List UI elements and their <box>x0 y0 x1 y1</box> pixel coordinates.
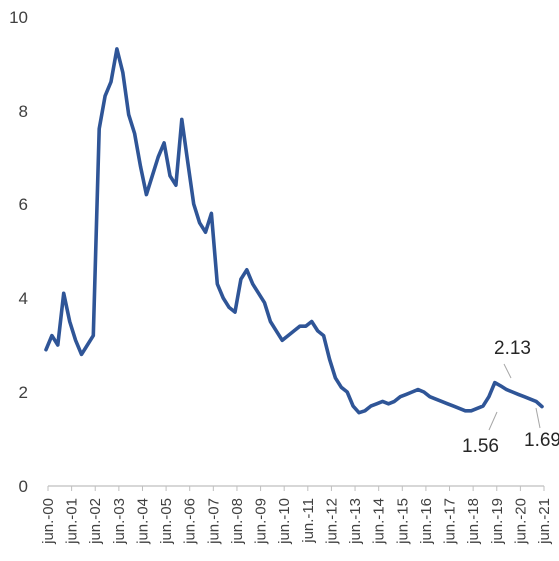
annotation-leader <box>535 407 541 429</box>
x-tick-label: jun.-18 <box>465 498 482 545</box>
x-tick-label: jun.-01 <box>64 498 81 545</box>
x-tick-label: jun.-16 <box>418 498 435 545</box>
x-tick-label: jun.-17 <box>442 498 459 545</box>
y-tick-label: 6 <box>19 195 28 214</box>
y-tick-label: 0 <box>19 477 28 496</box>
x-tick-label: jun.-00 <box>40 498 57 545</box>
x-tick-label: jun.-08 <box>229 498 246 545</box>
x-tick-label: jun.-09 <box>253 498 270 545</box>
x-tick-label: jun.-07 <box>205 498 222 545</box>
annotation-label-1-69: 1.69 <box>524 430 559 451</box>
y-axis-labels: 10 8 6 4 2 0 <box>9 8 28 496</box>
x-tick-label: jun.-20 <box>512 498 529 545</box>
annotation-leader <box>488 411 498 431</box>
annotation-leader <box>503 363 512 379</box>
x-tick-label: jun.-05 <box>158 498 175 545</box>
y-tick-label: 4 <box>19 289 28 308</box>
x-axis-labels: jun.-00 jun.-01 jun.-02 jun.-03 jun.-04 jun.-… <box>40 498 553 545</box>
y-tick-label: 8 <box>19 102 28 121</box>
x-tick-label: jun.-02 <box>87 498 104 545</box>
x-tick-label: jun.-15 <box>394 498 411 545</box>
x-tick-label: jun.-21 <box>536 498 553 545</box>
x-tick-label: jun.-13 <box>347 498 364 545</box>
x-tick-label: jun.-14 <box>371 498 388 545</box>
x-tick-label: jun.-12 <box>323 498 340 545</box>
x-tick-label: jun.-04 <box>134 498 151 545</box>
x-tick-label: jun.-03 <box>111 498 128 545</box>
y-tick-label: 2 <box>19 383 28 402</box>
annotation-label-2-13: 2.13 <box>494 338 531 359</box>
series-line <box>44 47 544 415</box>
x-tick-label: jun.-11 <box>300 498 317 544</box>
x-tick-label: jun.-06 <box>182 498 199 545</box>
y-tick-label: 10 <box>9 8 28 27</box>
x-tick-label: jun.-10 <box>276 498 293 545</box>
annotation-label-1-56: 1.56 <box>462 436 499 457</box>
x-axis-ticks <box>47 486 545 491</box>
x-tick-label: jun.-19 <box>489 498 506 545</box>
